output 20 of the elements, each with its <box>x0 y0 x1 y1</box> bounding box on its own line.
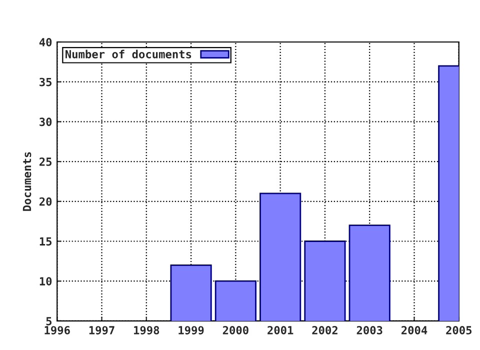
y-axis-title: Documents <box>22 152 32 211</box>
y-tick-label: 20 <box>40 197 52 206</box>
x-tick-label: 2003 <box>356 326 382 334</box>
x-tick-label: 2000 <box>222 326 248 334</box>
y-tick-label: 10 <box>40 277 52 286</box>
y-tick-label: 40 <box>39 38 52 46</box>
x-tick-label: 1998 <box>134 326 160 334</box>
legend-label: Number of documents <box>66 50 192 58</box>
y-tick-label: 5 <box>46 317 52 326</box>
x-tick-label: 1996 <box>44 326 70 334</box>
y-tick-label: 15 <box>40 237 52 246</box>
x-tick-label: 1999 <box>178 326 204 334</box>
y-tick-label: 25 <box>40 158 52 166</box>
y-tick-label: 30 <box>40 118 52 126</box>
x-tick-label: 2004 <box>401 326 428 334</box>
x-tick-label: 1997 <box>89 326 114 334</box>
x-tick-label: 2005 <box>446 326 472 334</box>
y-tick-label: 35 <box>40 78 52 86</box>
x-tick-label: 2001 <box>268 326 294 334</box>
x-tick-label: 2002 <box>312 326 338 334</box>
